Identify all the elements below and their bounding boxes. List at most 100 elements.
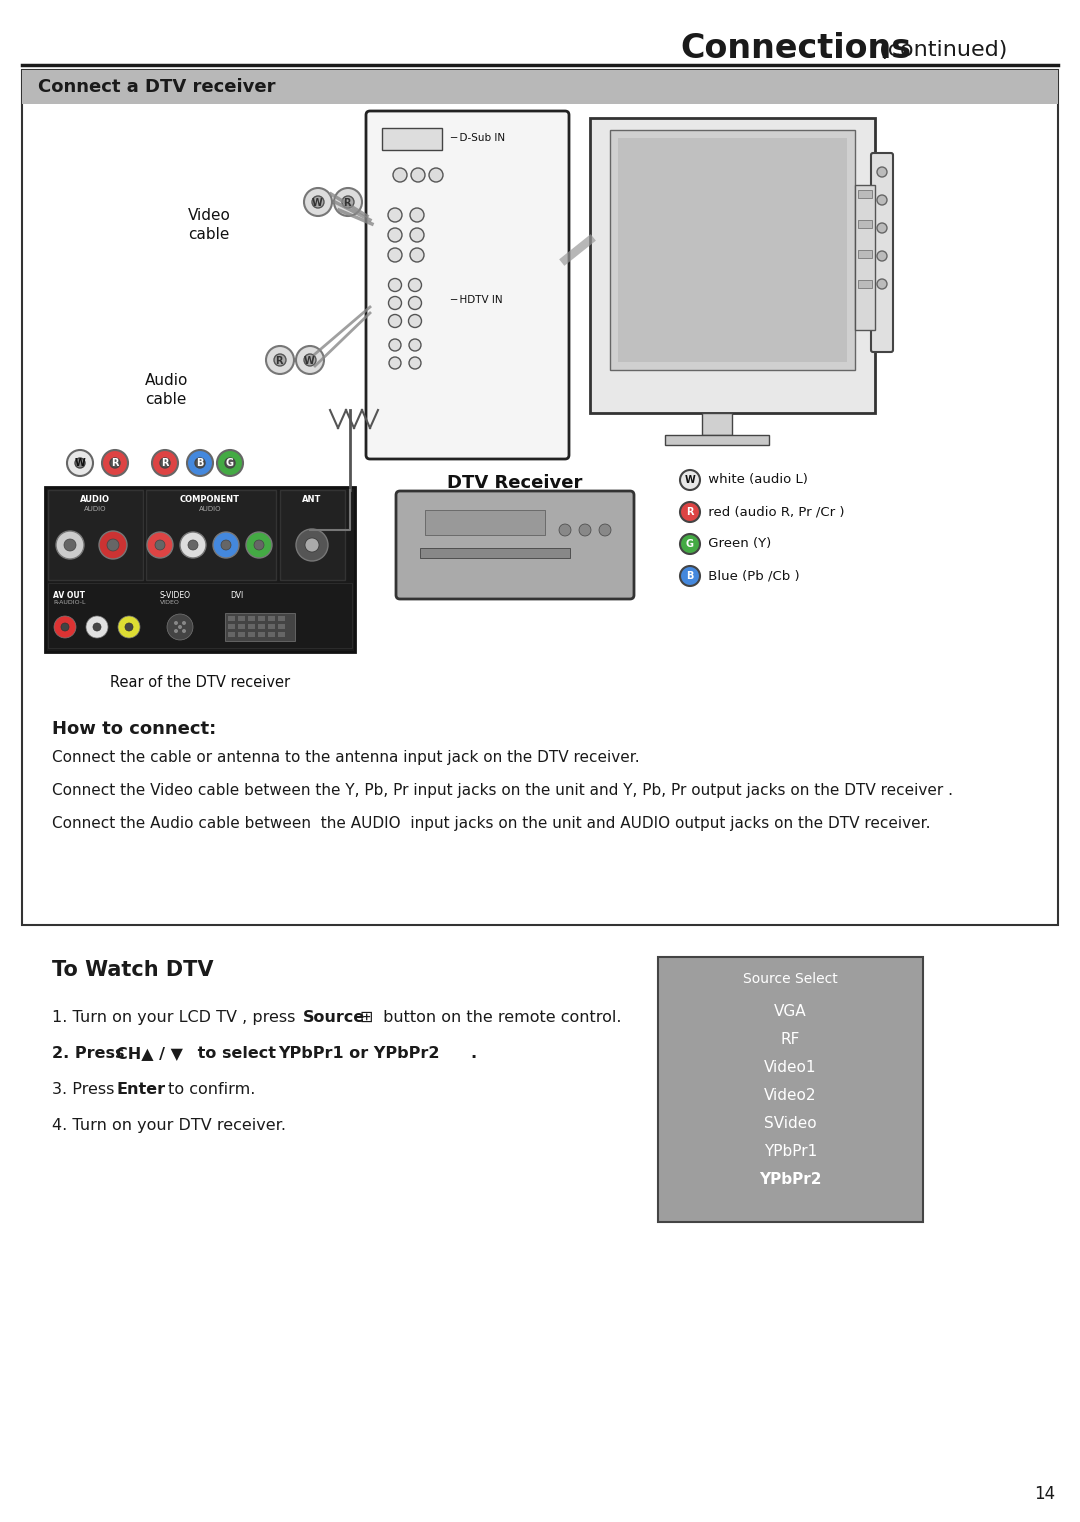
Circle shape: [174, 629, 178, 633]
Circle shape: [178, 626, 183, 629]
Bar: [248, 632, 255, 638]
Circle shape: [221, 540, 231, 549]
Text: R: R: [686, 507, 693, 517]
Text: R: R: [111, 458, 119, 467]
Circle shape: [877, 224, 887, 233]
Text: SVideo: SVideo: [765, 1117, 816, 1131]
Bar: [225, 613, 295, 641]
Circle shape: [389, 297, 402, 309]
Circle shape: [56, 531, 84, 559]
Text: Connect the cable or antenna to the antenna input jack on the DTV receiver.: Connect the cable or antenna to the ante…: [52, 750, 639, 766]
Bar: [858, 190, 872, 198]
Circle shape: [334, 189, 362, 216]
Text: How to connect:: How to connect:: [52, 720, 216, 738]
Text: B: B: [686, 571, 693, 581]
Circle shape: [410, 209, 424, 222]
Text: CH▲ / ▼: CH▲ / ▼: [116, 1046, 183, 1061]
Circle shape: [75, 458, 85, 467]
Bar: [420, 548, 570, 559]
Circle shape: [188, 540, 198, 549]
Circle shape: [877, 279, 887, 289]
Bar: [238, 632, 245, 638]
Text: W: W: [312, 198, 322, 209]
Circle shape: [160, 458, 170, 467]
Text: W: W: [685, 475, 696, 486]
FancyBboxPatch shape: [590, 119, 875, 412]
Circle shape: [99, 531, 127, 559]
Text: ANT: ANT: [302, 495, 322, 504]
Text: (continued): (continued): [872, 40, 1008, 59]
Text: R: R: [275, 356, 283, 365]
Circle shape: [152, 451, 178, 476]
Circle shape: [599, 524, 611, 536]
Circle shape: [877, 251, 887, 260]
Bar: [238, 616, 245, 621]
Bar: [858, 280, 872, 288]
Bar: [665, 435, 769, 444]
Text: R-AUDIO-L: R-AUDIO-L: [53, 600, 85, 606]
Circle shape: [217, 451, 243, 476]
Circle shape: [93, 622, 102, 632]
Circle shape: [102, 451, 129, 476]
Text: S-VIDEO: S-VIDEO: [160, 591, 191, 600]
Circle shape: [680, 534, 700, 554]
Text: Source: Source: [303, 1011, 365, 1024]
Circle shape: [195, 458, 205, 467]
Bar: [858, 250, 872, 259]
Circle shape: [388, 248, 402, 262]
Circle shape: [125, 622, 133, 632]
Text: G: G: [686, 539, 694, 549]
Circle shape: [579, 524, 591, 536]
Text: To Watch DTV: To Watch DTV: [52, 960, 214, 980]
Bar: [258, 632, 265, 638]
Text: Video2: Video2: [765, 1088, 816, 1103]
Bar: [238, 624, 245, 629]
Text: 14: 14: [1034, 1485, 1055, 1504]
Text: Connect a DTV receiver: Connect a DTV receiver: [38, 78, 275, 96]
Text: VIDEO: VIDEO: [160, 600, 180, 606]
Text: ─ D-Sub IN: ─ D-Sub IN: [450, 132, 505, 143]
Circle shape: [156, 540, 165, 549]
Text: COMPONENT: COMPONENT: [180, 495, 240, 504]
Text: Rear of the DTV receiver: Rear of the DTV receiver: [110, 674, 291, 689]
Text: AUDIO: AUDIO: [84, 505, 106, 511]
Bar: [248, 624, 255, 629]
Circle shape: [409, 339, 421, 352]
Text: DTV Receiver: DTV Receiver: [447, 473, 583, 492]
Circle shape: [389, 339, 401, 352]
Circle shape: [183, 629, 186, 633]
Circle shape: [110, 458, 120, 467]
Text: 3. Press: 3. Press: [52, 1082, 120, 1097]
Text: B: B: [197, 458, 204, 467]
Bar: [278, 616, 285, 621]
Circle shape: [389, 279, 402, 292]
Text: Connections: Connections: [680, 32, 912, 64]
Circle shape: [254, 540, 264, 549]
Text: R: R: [161, 458, 168, 467]
Text: Audio
cable: Audio cable: [145, 373, 188, 408]
Text: YPbPr1: YPbPr1: [764, 1145, 818, 1160]
Bar: [268, 616, 275, 621]
Text: to select: to select: [192, 1046, 282, 1061]
Circle shape: [389, 315, 402, 327]
Circle shape: [680, 502, 700, 522]
Text: 2. Press: 2. Press: [52, 1046, 130, 1061]
Circle shape: [296, 530, 328, 562]
Bar: [22, 70, 1058, 103]
Bar: [45, 487, 355, 651]
Circle shape: [410, 228, 424, 242]
FancyBboxPatch shape: [870, 154, 893, 352]
Circle shape: [303, 355, 316, 365]
Circle shape: [303, 189, 332, 216]
Circle shape: [266, 345, 294, 374]
Bar: [268, 632, 275, 638]
Text: RF: RF: [781, 1032, 800, 1047]
Text: Source Select: Source Select: [743, 973, 838, 986]
Circle shape: [388, 209, 402, 222]
Bar: [268, 624, 275, 629]
Circle shape: [64, 539, 76, 551]
Text: 1. Turn on your LCD TV , press: 1. Turn on your LCD TV , press: [52, 1011, 300, 1024]
Circle shape: [408, 315, 421, 327]
Text: .: .: [470, 1046, 476, 1061]
Bar: [858, 221, 872, 228]
